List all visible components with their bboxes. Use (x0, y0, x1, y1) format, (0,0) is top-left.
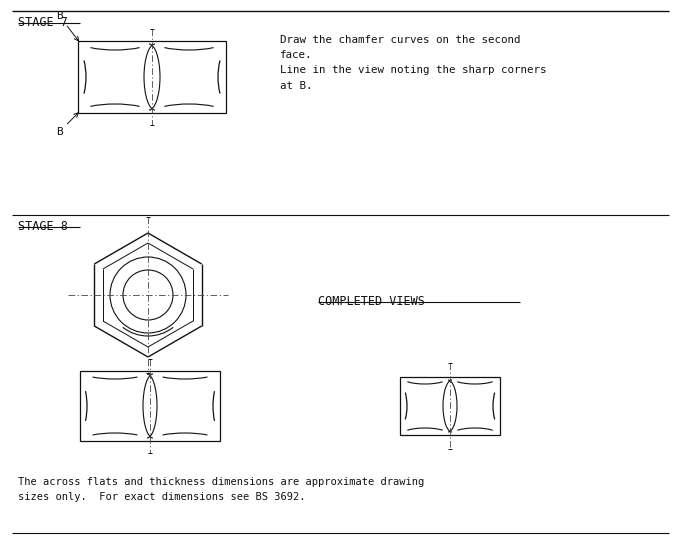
Text: The across flats and thickness dimensions are approximate drawing
sizes only.  F: The across flats and thickness dimension… (18, 477, 424, 502)
Text: STAGE 8: STAGE 8 (18, 220, 68, 233)
Bar (78, 41, 226, 113)
Bar (400, 377, 500, 435)
Text: B: B (56, 11, 78, 41)
Text: Draw the chamfer curves on the second
face.
Line in the view noting the sharp co: Draw the chamfer curves on the second fa… (280, 35, 546, 90)
Text: B: B (56, 113, 78, 137)
Text: COMPLETED VIEWS: COMPLETED VIEWS (318, 295, 425, 308)
Bar (80, 371, 220, 441)
Text: STAGE 7: STAGE 7 (18, 16, 68, 29)
